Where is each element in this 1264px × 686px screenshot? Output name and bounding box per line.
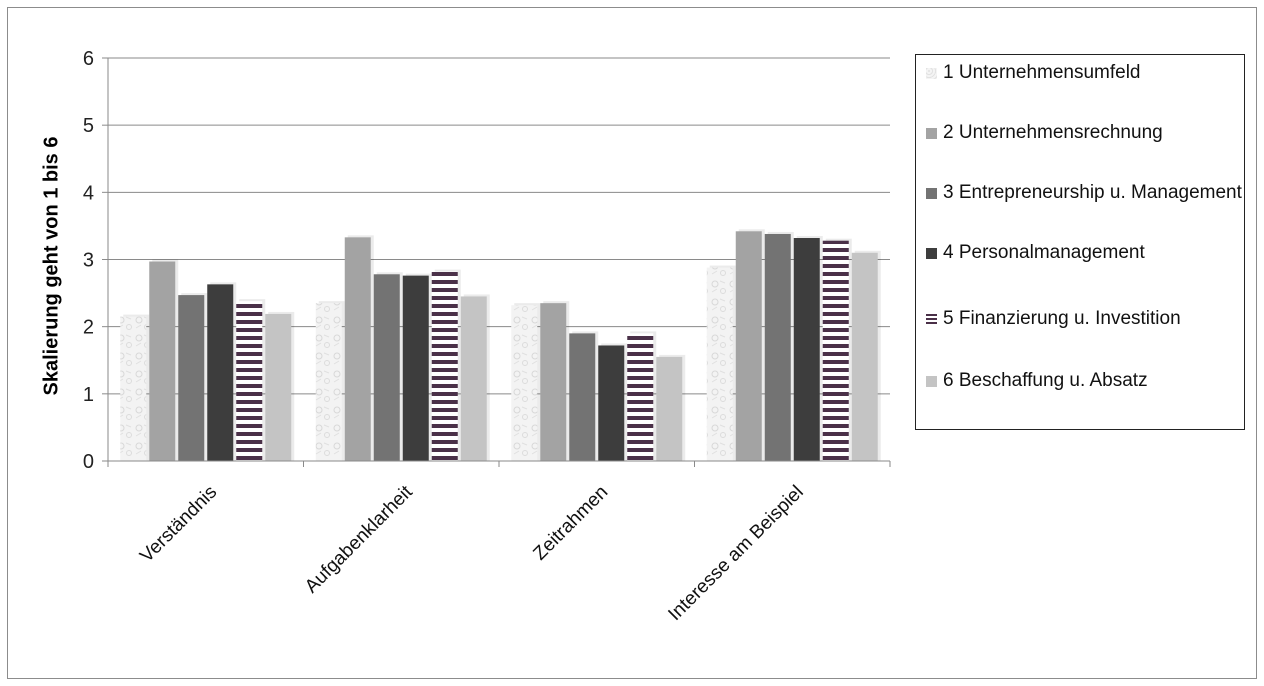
bar — [540, 303, 567, 461]
y-tick-label: 4 — [83, 182, 94, 204]
bar — [627, 333, 654, 461]
bar — [793, 238, 820, 461]
y-tick-label: 2 — [83, 317, 94, 339]
y-tick-label: 5 — [83, 115, 94, 137]
bar — [598, 345, 625, 461]
legend-swatch — [926, 188, 937, 199]
legend: 1 Unternehmensumfeld 2 Unternehmensrechnu… — [915, 54, 1245, 430]
chart-frame: 0 1 2 3 4 5 6 Verständnis Aufgabenklarheit Zeitra… — [7, 7, 1257, 679]
bar — [735, 231, 762, 461]
y-tick-label: 3 — [83, 250, 94, 272]
bar — [431, 271, 458, 461]
legend-label: 4 Personalmanagement — [943, 242, 1145, 263]
legend-label: 1 Unternehmensumfeld — [943, 62, 1141, 83]
legend-item: 2 Unternehmensrechnung — [926, 121, 1242, 145]
legend-item: 4 Personalmanagement — [926, 241, 1242, 265]
bar — [373, 274, 400, 461]
bar-chart: 0 1 2 3 4 5 6 Verständnis Aufgabenklarheit Zeitra… — [83, 48, 891, 625]
x-category-label: Aufgabenklarheit — [301, 481, 417, 597]
legend-swatch — [926, 128, 937, 139]
bar — [120, 316, 147, 461]
bar — [656, 356, 683, 461]
x-category-label: Interesse am Beispiel — [664, 482, 807, 625]
legend-item: 3 Entrepreneurship u. Management — [926, 181, 1242, 205]
y-tick-label: 6 — [83, 48, 94, 70]
legend-swatch — [926, 314, 937, 325]
legend-label: 3 Entrepreneurship u. Management — [943, 182, 1242, 203]
y-tick-label: 0 — [83, 451, 94, 473]
legend-label: 5 Finanzierung u. Investition — [943, 308, 1181, 329]
bar — [822, 240, 849, 461]
bar — [460, 296, 487, 461]
y-tick-label: 1 — [83, 384, 94, 406]
bar — [315, 303, 342, 461]
bar — [344, 237, 371, 461]
bar — [402, 275, 429, 461]
bar — [265, 313, 292, 461]
bar — [207, 284, 234, 461]
legend-item: 6 Beschaffung u. Absatz — [926, 369, 1242, 393]
legend-label: 6 Beschaffung u. Absatz — [943, 370, 1148, 391]
bar — [851, 252, 878, 461]
bar — [569, 333, 596, 461]
legend-item: 5 Finanzierung u. Investition — [926, 307, 1242, 331]
legend-swatch — [926, 376, 937, 387]
bar — [511, 305, 538, 461]
x-category-label: Zeitrahmen — [529, 482, 612, 565]
bar — [149, 261, 176, 461]
bar — [236, 301, 263, 461]
bar — [764, 233, 791, 461]
legend-swatch — [926, 248, 937, 259]
legend-label: 2 Unternehmensrechnung — [943, 122, 1163, 143]
legend-item: 1 Unternehmensumfeld — [926, 61, 1242, 85]
y-axis-title: Skalierung geht von 1 bis 6 — [40, 136, 63, 396]
x-category-label: Verständnis — [136, 482, 221, 567]
legend-swatch — [926, 68, 937, 79]
bar — [706, 267, 733, 461]
bar — [178, 295, 205, 461]
